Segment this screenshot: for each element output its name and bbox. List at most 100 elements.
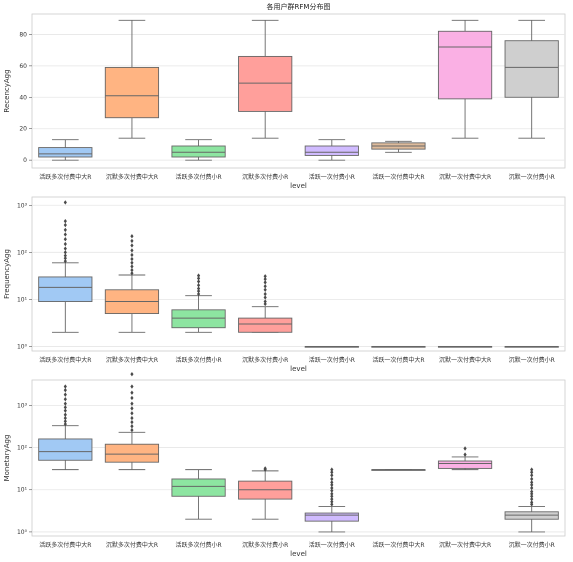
box-iqr — [171, 478, 226, 497]
x-tick-label: 沉默一次付费中大R — [439, 356, 491, 364]
outlier-point — [130, 260, 134, 265]
outlier-point — [330, 488, 334, 493]
x-tick-label: 沉默多次付费中大R — [106, 356, 158, 364]
outlier-point — [196, 283, 201, 288]
outlier-point — [63, 387, 67, 393]
outlier-point — [530, 494, 534, 499]
box-5 — [304, 467, 359, 533]
x-tick-label: 沉默多次付费小R — [242, 173, 288, 181]
outlier-point — [130, 427, 134, 433]
outlier-point — [463, 446, 467, 451]
box-8 — [504, 19, 559, 139]
y-tick-label: 10³ — [17, 402, 28, 409]
outlier-point — [63, 246, 67, 251]
outlier-point — [130, 243, 134, 248]
outlier-point — [530, 476, 534, 482]
box-2 — [104, 371, 160, 471]
outlier-point — [63, 412, 67, 417]
outlier-point — [130, 252, 134, 258]
outlier-point — [63, 237, 67, 242]
y-tick-label: 10² — [17, 249, 28, 256]
y-tick-label: 10² — [17, 445, 28, 452]
x-tick-label: 活跃一次付费中大R — [372, 173, 424, 181]
outlier-point — [63, 258, 67, 264]
box-iqr — [238, 317, 293, 333]
outlier-point — [63, 222, 67, 228]
outlier-point — [130, 238, 134, 244]
y-tick-label: 80 — [19, 31, 27, 38]
outlier-point — [330, 480, 334, 485]
y-tick-label: 0 — [23, 157, 27, 164]
outlier-point — [130, 384, 134, 389]
panel-2: 10⁰ 10¹ 10² 10³ 活跃多次付费中大R 沉默多次付费中大R 活跃多次付费小R 沉默… — [3, 196, 566, 373]
outlier-point — [130, 267, 134, 273]
outlier-point — [130, 390, 134, 395]
box-iqr — [304, 145, 359, 156]
outlier-point — [463, 452, 467, 457]
outlier-point — [530, 467, 534, 472]
x-tick-label: 活跃多次付费中大R — [39, 541, 91, 549]
x-tick-label: 活跃一次付费小R — [309, 173, 355, 181]
plot-area — [31, 196, 566, 352]
outlier-point — [130, 411, 134, 416]
outlier-point — [63, 200, 67, 205]
outlier-point — [63, 419, 67, 424]
outlier-point — [530, 500, 534, 505]
box-7 — [437, 446, 493, 471]
box-iqr — [437, 30, 493, 100]
x-tick-label: 活跃多次付费中大R — [39, 173, 91, 181]
box-1 — [38, 384, 93, 471]
x-tick-label: 沉默多次付费中大R — [106, 173, 158, 181]
box-iqr — [38, 147, 93, 158]
outlier-point — [130, 371, 134, 377]
panel-3: 10⁰ 10¹ 10² 10³ 活跃多次付费中大R 沉默多次付费中大R 活跃多次付费小R 沉默… — [3, 371, 566, 558]
outlier-point — [196, 288, 201, 294]
box-8 — [504, 345, 559, 348]
outlier-point — [63, 397, 67, 402]
outlier-point — [130, 234, 134, 239]
box-4 — [238, 274, 293, 333]
x-tick-label: 沉默一次付费小R — [509, 541, 555, 549]
outlier-point — [130, 248, 134, 253]
outlier-point — [130, 264, 134, 269]
box-6 — [371, 469, 426, 471]
y-tick-label: 10¹ — [17, 487, 28, 494]
outlier-point — [263, 291, 267, 297]
outlier-point — [63, 256, 67, 261]
outlier-point — [330, 467, 334, 472]
outlier-point — [63, 250, 67, 255]
box-iqr — [38, 276, 93, 302]
outlier-point — [330, 491, 334, 497]
outlier-point — [263, 301, 267, 307]
outlier-point — [530, 482, 534, 488]
outlier-point — [130, 401, 134, 406]
y-tick-label: 10⁰ — [17, 529, 28, 536]
outlier-point — [130, 395, 134, 401]
outlier-point — [330, 485, 334, 491]
y-tick-label: 40 — [19, 94, 27, 101]
outlier-point — [530, 480, 534, 485]
box-iqr — [104, 66, 160, 119]
box-iqr — [171, 145, 226, 158]
box-2 — [104, 19, 160, 139]
outlier-point — [63, 421, 67, 427]
outlier-point — [196, 276, 201, 281]
box-iqr — [171, 309, 226, 329]
outlier-point — [263, 274, 267, 279]
outlier-point — [530, 473, 534, 478]
outlier-point — [63, 415, 67, 421]
y-tick-label: 20 — [19, 126, 27, 133]
chart-title: 各用户群RFM分布图 — [267, 2, 331, 11]
box-iqr — [104, 443, 160, 463]
box-7 — [437, 345, 493, 348]
box-iqr — [238, 55, 293, 112]
outlier-point — [130, 415, 134, 421]
box-3 — [171, 273, 226, 333]
box-3 — [171, 139, 226, 161]
outlier-point — [530, 485, 534, 491]
outlier-point — [330, 496, 334, 502]
outlier-point — [263, 284, 267, 289]
outlier-point — [530, 489, 534, 494]
box-6 — [371, 140, 426, 153]
